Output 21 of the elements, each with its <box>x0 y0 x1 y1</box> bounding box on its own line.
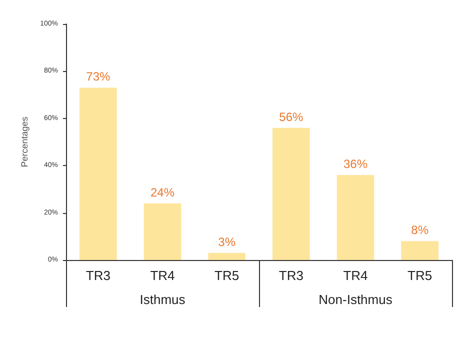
data-label: 3% <box>218 234 236 249</box>
x-tick-label: TR5 <box>408 268 432 283</box>
x-tick-label: TR4 <box>150 268 175 283</box>
text: Non-Isthmus <box>318 292 393 307</box>
bar <box>208 252 246 260</box>
text: Isthmus <box>140 292 186 307</box>
bar <box>144 203 182 260</box>
data-label: 8% <box>411 223 429 238</box>
data-label: 36% <box>343 157 368 172</box>
y-axis-title: Percentages <box>20 116 30 168</box>
data-label: 56% <box>279 110 304 124</box>
data-label: 73% <box>86 70 110 84</box>
bar <box>401 241 438 260</box>
bar <box>336 175 374 260</box>
x-tick-label: TR3 <box>278 268 304 283</box>
bar <box>80 88 117 260</box>
x-tick-label: TR5 <box>214 268 240 283</box>
data-label: 24% <box>150 185 175 200</box>
bar <box>272 128 310 260</box>
x-tick-label: TR3 <box>86 268 110 283</box>
x-tick-label: TR4 <box>343 268 368 283</box>
